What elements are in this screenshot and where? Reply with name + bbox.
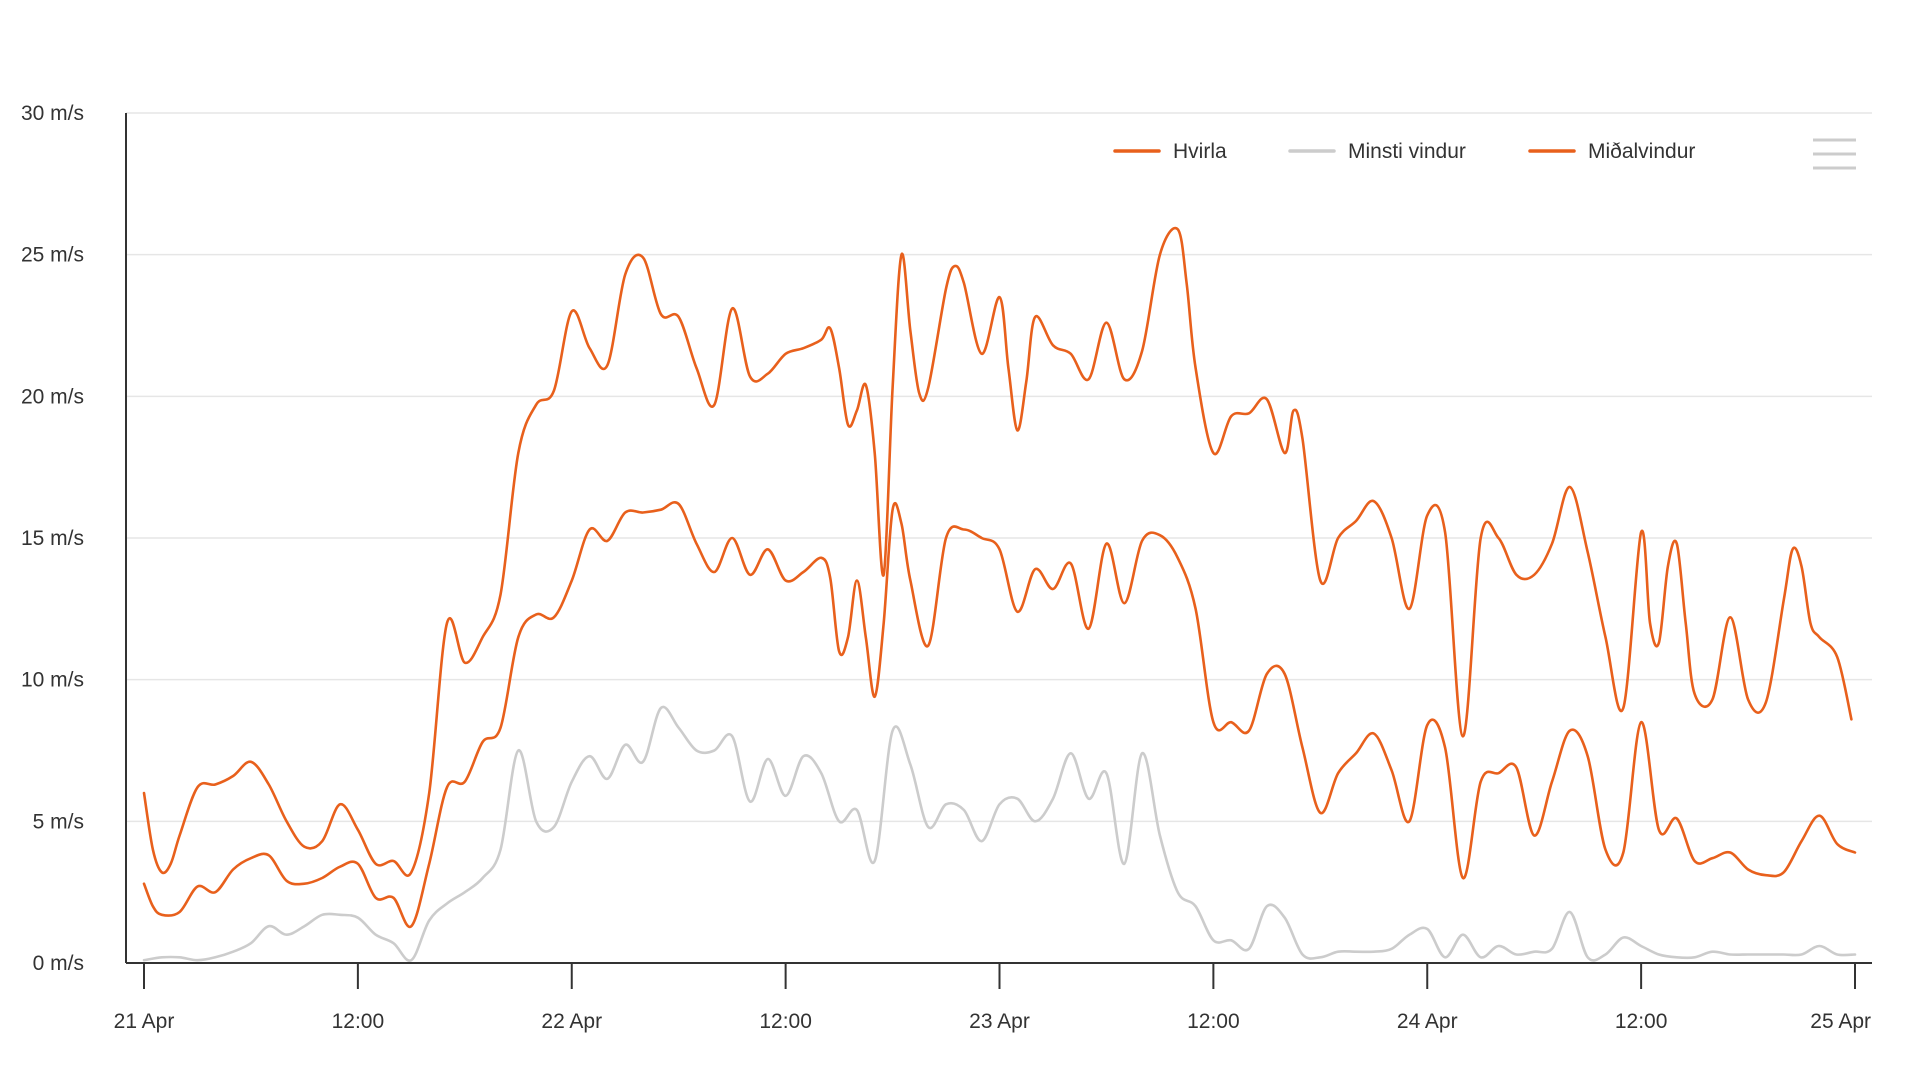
y-tick-label: 25 m/s: [21, 244, 84, 267]
y-tick-label: 15 m/s: [21, 527, 84, 550]
x-tick-label: 12:00: [1187, 1010, 1240, 1033]
x-tick-label: 21 Apr: [114, 1010, 175, 1033]
x-tick-label: 12:00: [759, 1010, 812, 1033]
x-tick-label: 23 Apr: [969, 1010, 1030, 1033]
legend-item[interactable]: Miðalvindur: [1528, 140, 1695, 163]
series-line-hvirla[interactable]: [142, 226, 1853, 877]
y-tick-label: 0 m/s: [33, 952, 84, 975]
series-line-minsti-vindur[interactable]: [142, 705, 1857, 963]
legend-label: Minsti vindur: [1348, 140, 1466, 163]
legend-label: Hvirla: [1173, 140, 1227, 163]
y-tick-label: 30 m/s: [21, 102, 84, 125]
x-tick-label: 24 Apr: [1397, 1010, 1458, 1033]
x-tick-label: 12:00: [1615, 1010, 1668, 1033]
x-tick-label: 22 Apr: [541, 1010, 602, 1033]
series-lines: [142, 226, 1857, 963]
legend-label: Miðalvindur: [1588, 140, 1695, 163]
y-tick-label: 5 m/s: [33, 810, 84, 833]
y-tick-label: 20 m/s: [21, 385, 84, 408]
x-tick-label: 25 Apr: [1810, 1010, 1871, 1033]
series-line-mi-alvindur[interactable]: [142, 500, 1857, 929]
y-tick-label: 10 m/s: [21, 669, 84, 692]
chart-menu-icon[interactable]: [1813, 138, 1856, 170]
legend[interactable]: Hvirla Minsti vindur Miðalvindur: [1113, 140, 1695, 163]
gridlines: [126, 112, 1872, 823]
axes: 0 m/s 5 m/s 10 m/s 15 m/s 20 m/s 25 m/s 30 m/s…: [21, 102, 1872, 1033]
legend-item[interactable]: Minsti vindur: [1288, 140, 1466, 163]
legend-item[interactable]: Hvirla: [1113, 140, 1227, 163]
x-tick-label: 12:00: [332, 1010, 385, 1033]
